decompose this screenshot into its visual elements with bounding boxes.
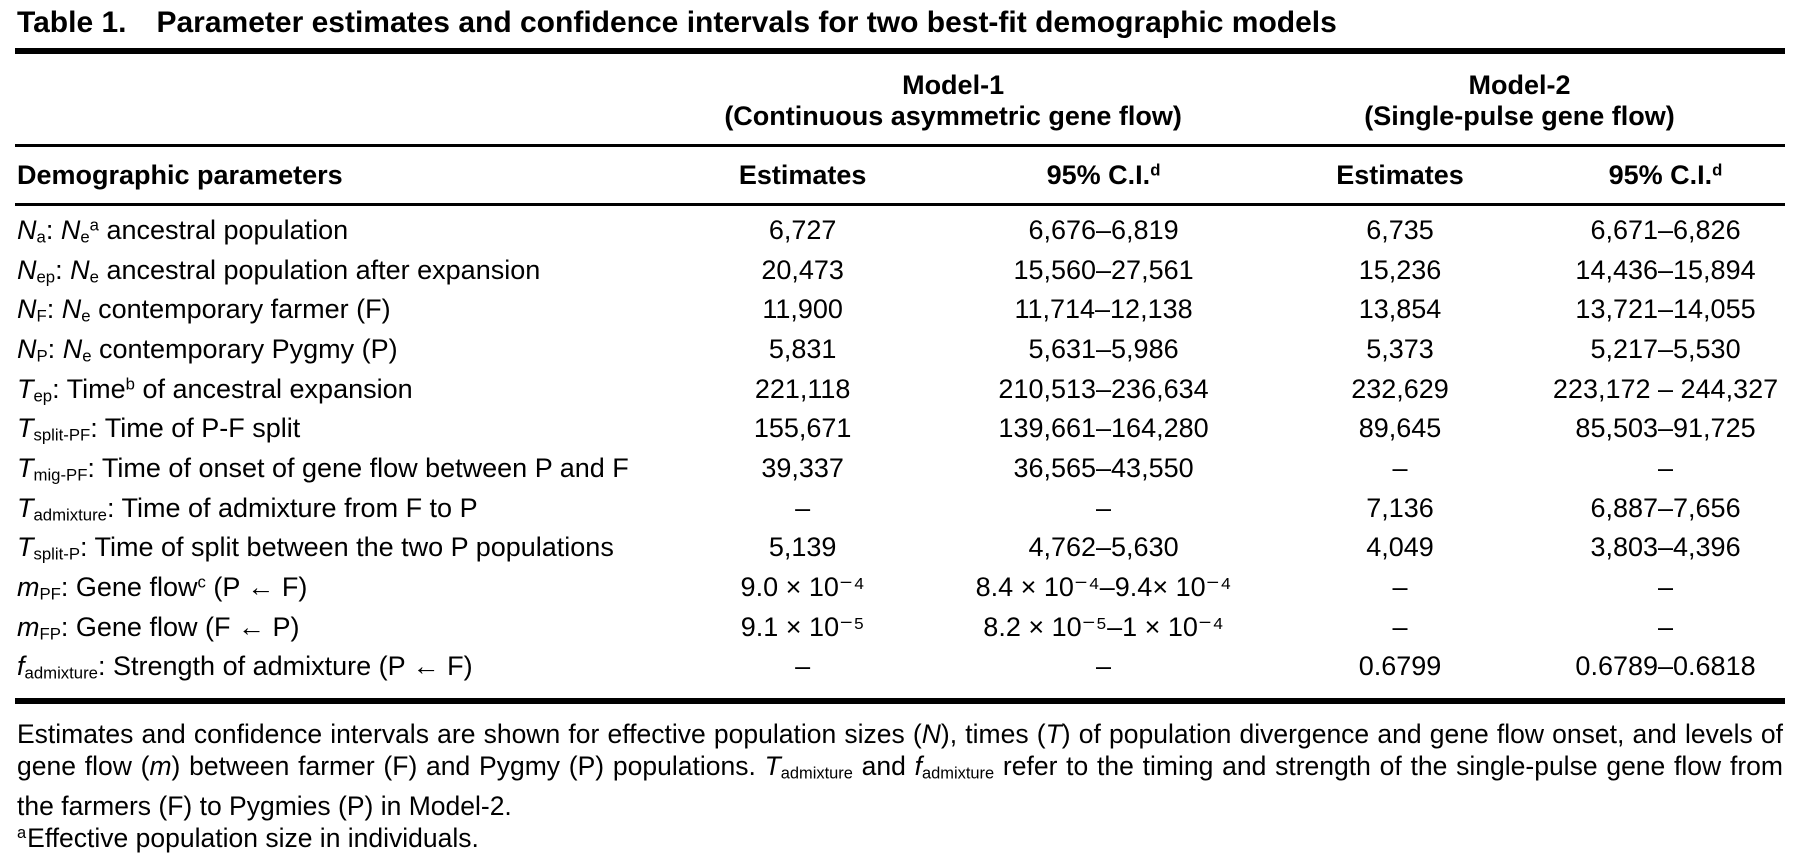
- table-title: Table 1. Parameter estimates and confiden…: [15, 6, 1785, 54]
- model1-estimate: 5,831: [768, 334, 837, 365]
- model1-estimate: –: [652, 650, 954, 705]
- model1-estimate: 11,900: [762, 294, 843, 325]
- model1-ci: 5,631–5,986: [1028, 334, 1179, 365]
- param-label: Tmig-PF: Time of onset of gene flow betw…: [17, 453, 629, 485]
- model2-estimate: 0.6799: [1253, 650, 1547, 705]
- model2-estimate: –: [1392, 572, 1408, 603]
- model1-ci: 4,762–5,630: [1028, 532, 1179, 563]
- model1-ci: –: [953, 650, 1254, 705]
- demographic-parameters-header: Demographic parameters: [15, 145, 653, 206]
- table-number: Table 1.: [17, 6, 127, 39]
- model-1-subtitle: (Continuous asymmetric gene flow): [724, 101, 1182, 131]
- model2-ci: 14,436–15,894: [1575, 254, 1756, 285]
- model-group-header-row: Model-1 (Continuous asymmetric gene flow…: [15, 54, 1785, 147]
- param-label: mPF: Gene flowc (P ← F): [17, 572, 308, 604]
- param-label: Tep: Timeb of ancestral expansion: [17, 373, 413, 406]
- model2-ci: 5,217–5,530: [1590, 334, 1741, 365]
- model-2-header: Model-2 (Single-pulse gene flow): [1253, 54, 1785, 147]
- model2-estimate: 15,236: [1358, 254, 1442, 285]
- model-2-subtitle: (Single-pulse gene flow): [1364, 101, 1675, 131]
- model1-estimate: 9.0 × 10⁻⁴: [740, 572, 865, 603]
- footnote-marker-d: d: [1150, 160, 1161, 180]
- model2-ci: 6,671–6,826: [1590, 215, 1741, 245]
- model2-estimate: 6,735: [1366, 215, 1434, 245]
- param-label: NF: Ne contemporary farmer (F): [17, 294, 391, 327]
- footnote-a-marker: a: [17, 824, 27, 843]
- column-header-row: Demographic parameters Estimates 95% C.I…: [15, 145, 1785, 206]
- param-label: Tsplit-P: Time of split between the two …: [17, 532, 614, 565]
- model1-ci: 210,513–236,634: [998, 373, 1209, 404]
- model1-ci: 11,714–12,138: [1014, 294, 1193, 325]
- model2-estimate: 4,049: [1366, 532, 1434, 563]
- model1-estimate: 6,727: [768, 215, 837, 245]
- model2-ci-header: 95% C.I.d: [1546, 145, 1785, 206]
- model2-estimate: 13,854: [1358, 294, 1442, 325]
- model-2-name: Model-2: [1468, 70, 1571, 100]
- model2-ci: 6,887–7,656: [1590, 492, 1741, 523]
- param-label: Nep: Ne ancestral population after expan…: [17, 254, 541, 287]
- row-f-admixture: fadmixture: Strength of admixture (P ← F…: [15, 650, 1785, 705]
- param-label: Na: Nea ancestral population: [17, 215, 349, 247]
- model1-ci: 15,560–27,561: [1013, 254, 1194, 285]
- model2-ci: 0.6789–0.6818: [1546, 650, 1785, 705]
- model1-ci: 8.4 × 10⁻⁴–9.4× 10⁻⁴: [975, 572, 1232, 603]
- row-m-pf: mPF: Gene flowc (P ← F) 9.0 × 10⁻⁴ 8.4 ×…: [15, 571, 1785, 611]
- table-footnotes: aEffective population size in individual…: [17, 822, 1783, 853]
- model-1-name: Model-1: [902, 70, 1005, 100]
- model2-estimate: 5,373: [1366, 334, 1434, 365]
- row-t-split-pf: Tsplit-PF: Time of P-F split 155,671 139…: [15, 412, 1785, 452]
- group-header-spacer: [15, 54, 653, 147]
- model1-ci: –: [1096, 492, 1112, 523]
- table-title-text: Parameter estimates and confidence inter…: [156, 6, 1337, 39]
- model1-estimate: –: [795, 492, 811, 523]
- model1-estimate: 9.1 × 10⁻⁵: [740, 611, 865, 642]
- param-label: mFP: Gene flow (F ← P): [17, 611, 300, 644]
- param-label: NP: Ne contemporary Pygmy (P): [17, 334, 398, 366]
- footnote-a-text: Effective population size in individuals…: [27, 822, 479, 853]
- model1-ci-header: 95% C.I.d: [953, 145, 1254, 206]
- row-t-admixture: Tadmixture: Time of admixture from F to …: [15, 492, 1785, 532]
- model2-ci: –: [1658, 453, 1674, 484]
- row-n-ep: Nep: Ne ancestral population after expan…: [15, 254, 1785, 294]
- param-label: fadmixture: Strength of admixture (P ← F…: [15, 650, 653, 705]
- model1-estimate: 5,139: [768, 532, 837, 563]
- row-n-f: NF: Ne contemporary farmer (F) 11,900 11…: [15, 293, 1785, 333]
- demographic-parameters-table: Model-1 (Continuous asymmetric gene flow…: [15, 54, 1785, 705]
- model2-ci: –: [1658, 572, 1674, 603]
- model2-estimate: –: [1392, 611, 1408, 642]
- model1-ci: 36,565–43,550: [1013, 453, 1194, 484]
- model1-estimate: 155,671: [753, 413, 852, 444]
- model1-estimate: 39,337: [761, 453, 844, 484]
- table-caption: Estimates and confidence intervals are s…: [17, 719, 1783, 821]
- row-t-ep: Tep: Timeb of ancestral expansion 221,11…: [15, 373, 1785, 413]
- model1-ci: 8.2 × 10⁻⁵–1 × 10⁻⁴: [983, 611, 1224, 642]
- model2-estimate: –: [1392, 453, 1408, 484]
- footnote-marker-d: d: [1712, 160, 1723, 180]
- model1-ci: 6,676–6,819: [1028, 215, 1179, 245]
- model2-ci: 13,721–14,055: [1575, 294, 1756, 325]
- model2-ci: –: [1658, 611, 1674, 642]
- model-1-header: Model-1 (Continuous asymmetric gene flow…: [652, 54, 1254, 147]
- model2-estimates-header: Estimates: [1253, 145, 1547, 206]
- model1-estimate: 20,473: [761, 254, 844, 285]
- row-n-a: Na: Nea ancestral population 6,727 6,676…: [15, 205, 1785, 254]
- model2-ci: 85,503–91,725: [1575, 413, 1756, 444]
- row-t-mig-pf: Tmig-PF: Time of onset of gene flow betw…: [15, 452, 1785, 492]
- param-label: Tadmixture: Time of admixture from F to …: [17, 492, 478, 525]
- row-m-fp: mFP: Gene flow (F ← P) 9.1 × 10⁻⁵ 8.2 × …: [15, 611, 1785, 651]
- param-label: Tsplit-PF: Time of P-F split: [17, 413, 301, 446]
- row-n-p: NP: Ne contemporary Pygmy (P) 5,831 5,63…: [15, 333, 1785, 373]
- model2-estimate: 232,629: [1351, 373, 1449, 404]
- model2-estimate: 7,136: [1366, 492, 1434, 523]
- model2-ci: 223,172 – 244,327: [1552, 373, 1779, 404]
- model1-estimate: 221,118: [754, 373, 851, 404]
- model2-ci: 3,803–4,396: [1590, 532, 1741, 563]
- row-t-split-p: Tsplit-P: Time of split between the two …: [15, 531, 1785, 571]
- model1-ci: 139,661–164,280: [998, 413, 1209, 444]
- model2-estimate: 89,645: [1358, 413, 1442, 444]
- model1-estimates-header: Estimates: [652, 145, 954, 206]
- footnote-a: aEffective population size in individual…: [17, 822, 1783, 853]
